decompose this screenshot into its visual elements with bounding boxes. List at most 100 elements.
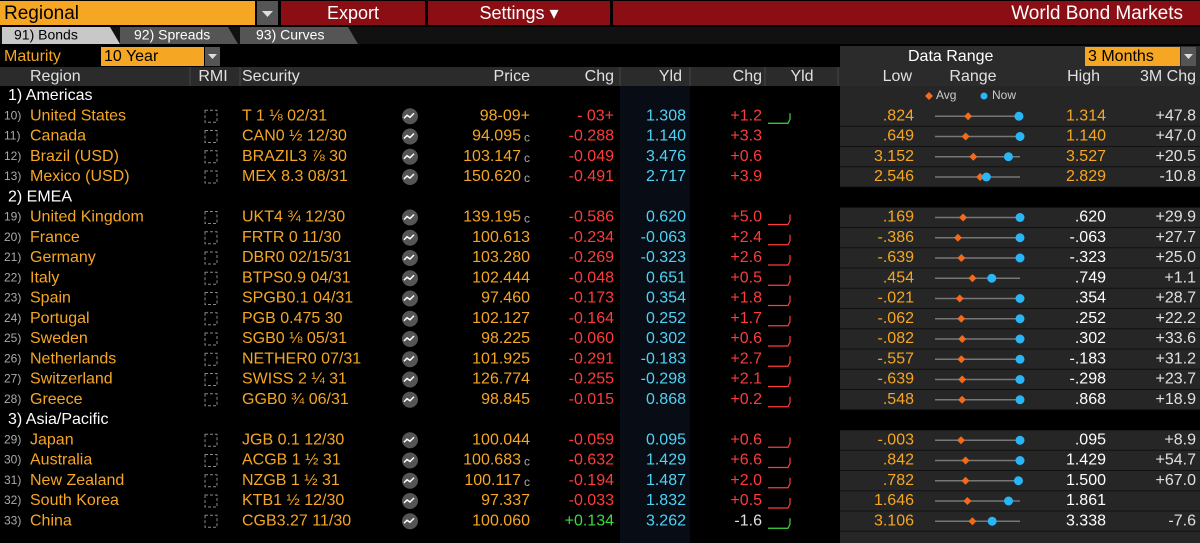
high: .749 <box>1075 269 1106 286</box>
now-marker <box>1014 111 1024 121</box>
price: 98.845 <box>481 391 530 408</box>
price: 100.117 <box>464 472 521 489</box>
low: .454 <box>883 269 914 286</box>
price-change: -0.173 <box>569 290 614 307</box>
region: Switzerland <box>30 371 113 388</box>
now-marker <box>987 273 997 283</box>
three-month-change: +22.2 <box>1156 310 1197 327</box>
security: CAN0 ½ 12/30 <box>242 128 347 145</box>
tab-spreads[interactable] <box>120 27 238 44</box>
group-strip <box>840 187 1200 208</box>
row-number: 21) <box>4 250 21 264</box>
avg-marker <box>957 254 966 262</box>
high: 2.829 <box>1066 168 1106 185</box>
sparkline <box>768 315 791 327</box>
export-button[interactable] <box>281 1 425 25</box>
row-number: 30) <box>4 453 21 467</box>
yield: -0.298 <box>641 371 686 388</box>
yield-change: +0.5 <box>730 492 762 509</box>
three-month-change: +47.8 <box>1156 107 1197 124</box>
yield-change: +0.6 <box>730 148 762 165</box>
selector[interactable] <box>0 1 255 25</box>
chart-icon <box>403 497 415 504</box>
yield-change: +6.6 <box>730 452 762 469</box>
yield: 0.302 <box>646 330 686 347</box>
column-header: Price <box>494 68 531 85</box>
chart-icon <box>403 315 415 322</box>
title-bar <box>613 1 1200 25</box>
yield-change: -1.6 <box>734 512 762 529</box>
high: .868 <box>1075 391 1106 408</box>
high: -.298 <box>1070 371 1107 388</box>
rmi-box <box>204 474 218 488</box>
avg-marker <box>958 335 967 343</box>
chart-icon <box>403 112 415 119</box>
maturity-select[interactable] <box>101 47 204 66</box>
security: ACGB 1 ½ 31 <box>242 452 341 469</box>
sparkline <box>768 113 791 124</box>
price: 150.620 <box>463 168 521 185</box>
region: Sweden <box>30 330 88 347</box>
region: Spain <box>30 290 71 307</box>
rmi-box <box>204 454 218 467</box>
chart-icon <box>403 375 415 383</box>
high: 3.338 <box>1066 512 1106 529</box>
yield: 2.717 <box>646 168 686 185</box>
chart-icon <box>403 294 415 302</box>
price: 103.147 <box>463 148 521 165</box>
range-select[interactable] <box>1085 47 1180 66</box>
low: -.021 <box>878 290 915 307</box>
price: 102.127 <box>472 310 530 327</box>
rmi-box <box>204 433 218 447</box>
security: BRAZIL3 ⅞ 30 <box>242 148 347 165</box>
yield: -0.063 <box>641 229 686 246</box>
chart-icon <box>403 436 415 443</box>
now-marker <box>1015 132 1025 141</box>
low: 1.646 <box>874 492 914 509</box>
maturity-value: 10 Year <box>104 48 159 65</box>
sparkline <box>768 396 791 408</box>
tab-bonds[interactable] <box>2 27 120 44</box>
row-number: 31) <box>4 473 21 487</box>
sparkline <box>768 234 791 246</box>
row-number: 22) <box>4 270 21 284</box>
arrow-icon <box>1184 54 1193 59</box>
chart-icon <box>403 132 415 140</box>
rmi-box <box>204 332 218 346</box>
region: Netherlands <box>30 350 116 367</box>
security: PGB 0.475 30 <box>242 310 343 327</box>
low: .782 <box>883 472 914 489</box>
price-change: -0.060 <box>569 330 614 347</box>
avg-marker <box>959 213 968 222</box>
three-month-change: +25.0 <box>1156 249 1197 266</box>
price-condition: c <box>524 475 530 489</box>
yield: 1.140 <box>646 128 686 145</box>
sparkline <box>768 457 791 469</box>
security: BTPS0.9 04/31 <box>242 269 351 286</box>
price-change: -0.632 <box>569 452 614 469</box>
low: 3.106 <box>874 512 914 529</box>
yield-change: +0.5 <box>730 269 762 286</box>
column-header: Yld <box>790 68 813 85</box>
region: United States <box>30 107 126 124</box>
avg-marker <box>957 314 966 323</box>
yield-change: +1.2 <box>730 107 762 124</box>
now-marker <box>1015 213 1025 222</box>
three-month-change: +1.1 <box>1164 269 1196 286</box>
three-month-change: +54.7 <box>1156 452 1197 469</box>
yield-change: +5.0 <box>730 209 762 226</box>
row-number: 13) <box>4 169 21 183</box>
yld-column <box>620 86 690 543</box>
high: 1.500 <box>1066 472 1106 489</box>
region: Mexico (USD) <box>30 168 130 185</box>
yield: 0.651 <box>646 269 686 286</box>
yield-change: +2.7 <box>730 350 762 367</box>
price: 101.925 <box>472 350 530 367</box>
now-marker <box>1013 476 1023 486</box>
tab-curves[interactable] <box>240 27 358 44</box>
low: -.062 <box>878 310 915 327</box>
price: 98.225 <box>481 330 530 347</box>
rmi-box <box>204 494 218 508</box>
title: World Bond Markets <box>1011 3 1183 24</box>
settings-button[interactable] <box>428 1 610 25</box>
